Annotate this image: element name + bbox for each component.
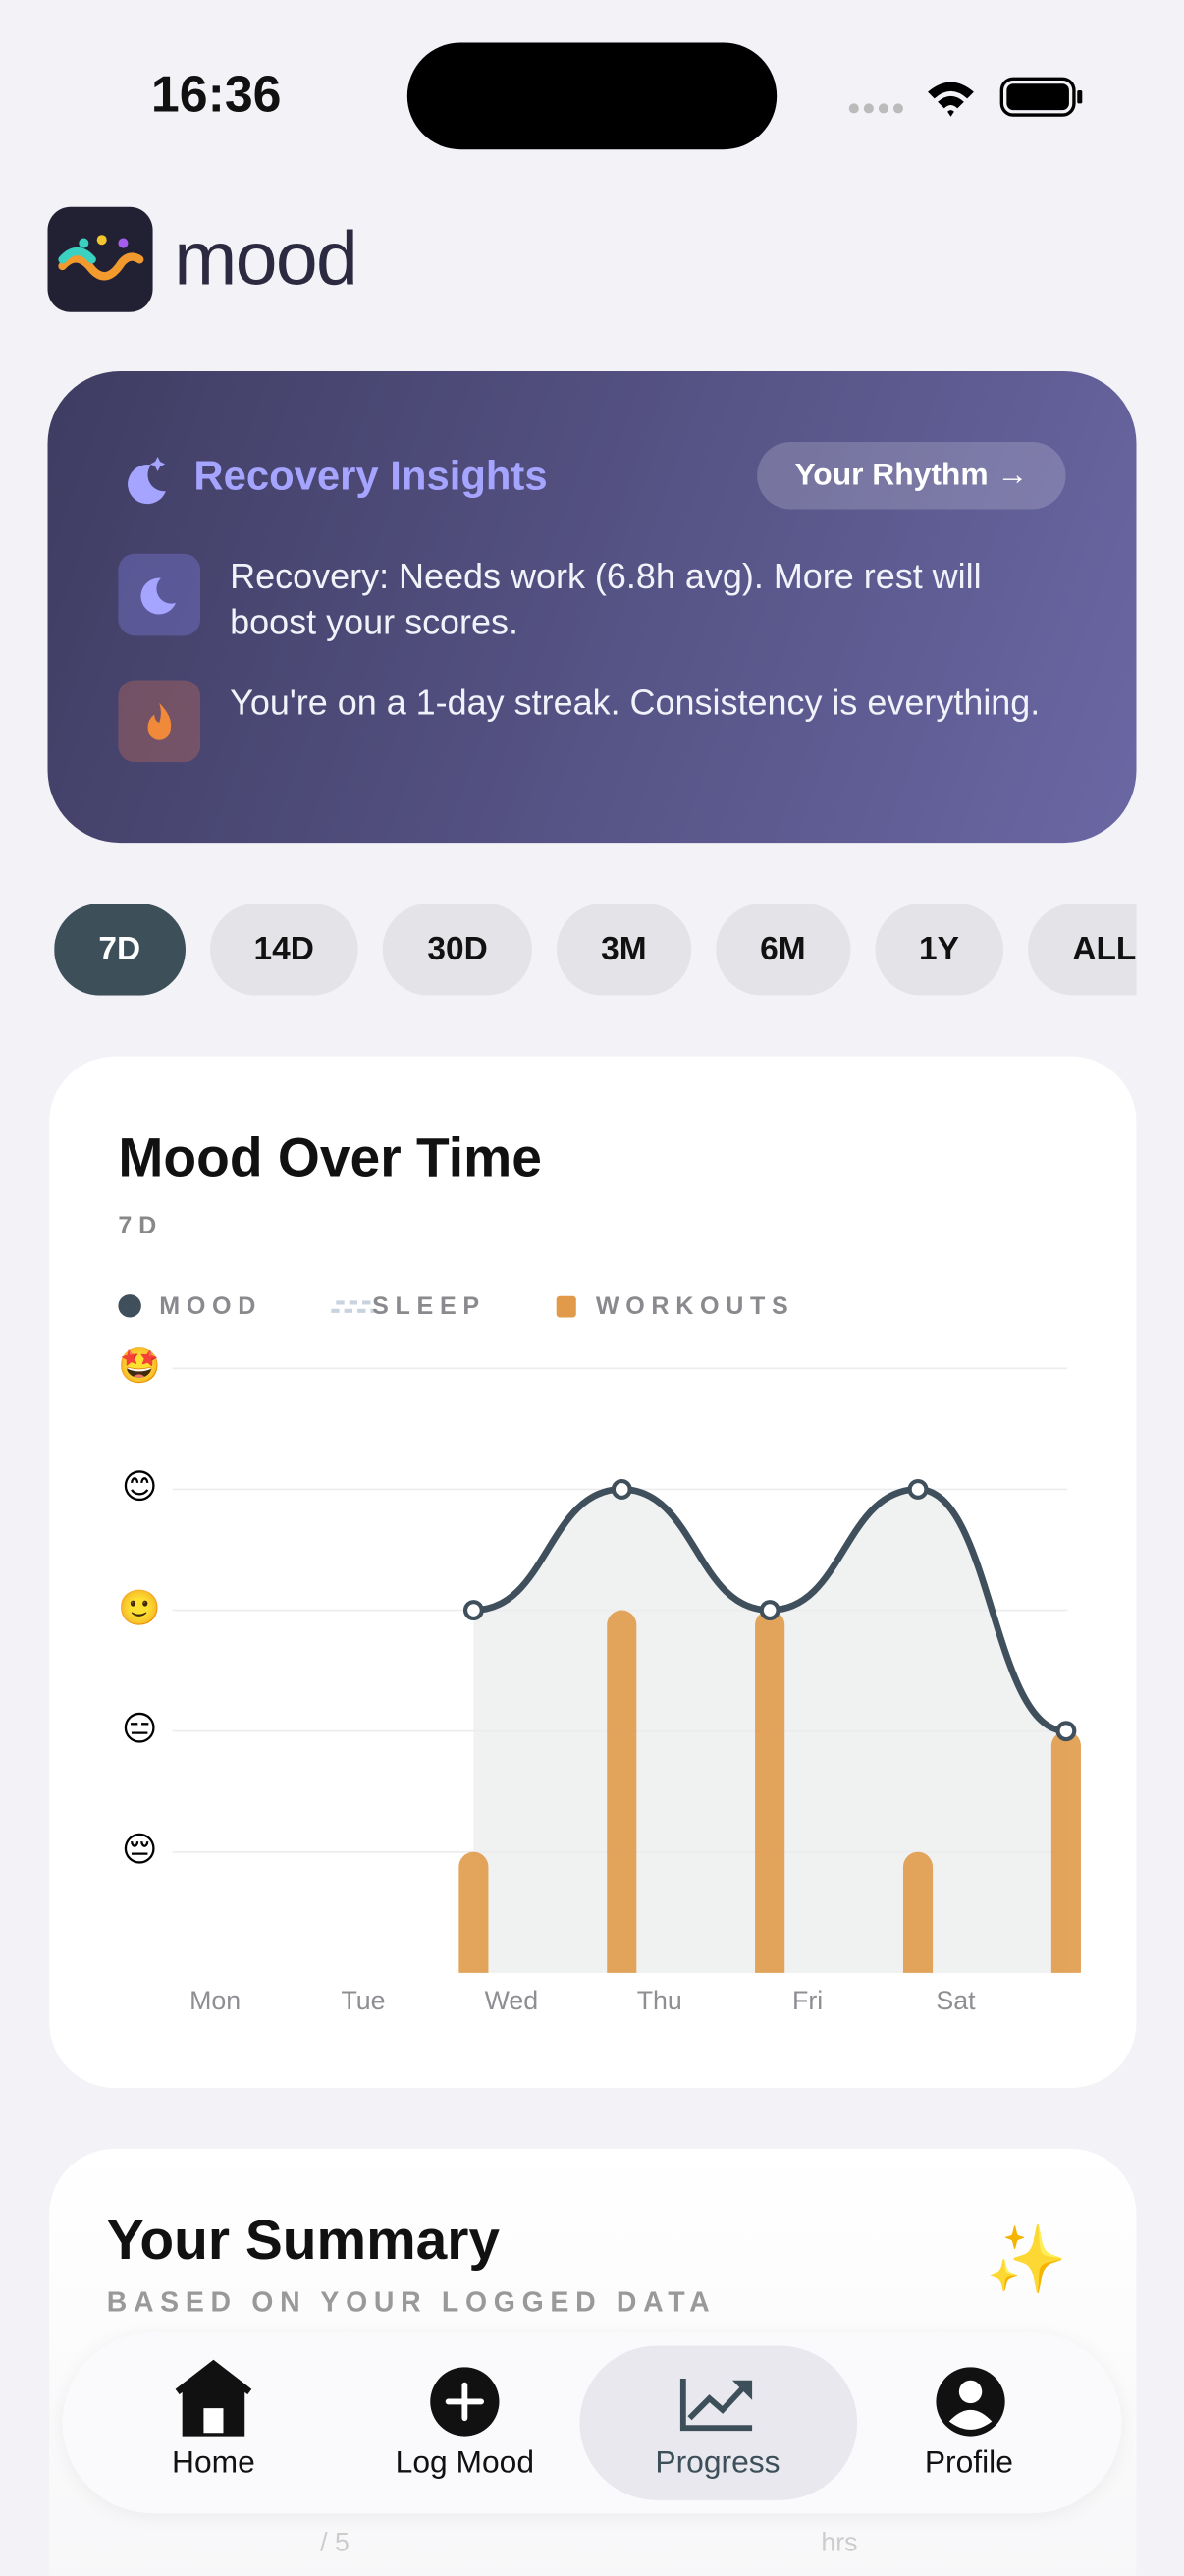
legend-label: MOOD bbox=[159, 1292, 262, 1320]
tab-label[interactable]: Log Mood bbox=[395, 2445, 535, 2481]
y-tick-label: 🤩 bbox=[118, 1347, 161, 1386]
legend-swatch bbox=[118, 1294, 141, 1318]
bar bbox=[755, 1610, 785, 1973]
mood-point bbox=[462, 1600, 484, 1621]
mood-point bbox=[907, 1478, 929, 1500]
status-time: 16:36 bbox=[150, 65, 282, 124]
mood-point bbox=[611, 1478, 632, 1500]
mood-point bbox=[759, 1600, 780, 1621]
period-pill[interactable]: 3M bbox=[557, 903, 691, 996]
bar bbox=[458, 1851, 489, 1973]
period-selector: 7D 14D 30D 3M 6M 1Y ALL bbox=[54, 903, 1137, 996]
partial-text: hrs bbox=[821, 2529, 858, 2558]
tab-icons bbox=[175, 2359, 1005, 2437]
x-tick-label: Thu bbox=[637, 1986, 682, 2015]
chart-subtitle: 7D bbox=[118, 1212, 163, 1240]
y-tick-label: 😊 bbox=[122, 1468, 158, 1507]
y-tick-label: 😔 bbox=[122, 1831, 158, 1869]
summary-title: Your Summary bbox=[106, 2209, 501, 2273]
x-tick-label: Tue bbox=[341, 1986, 385, 2015]
summary-subtitle: BASED ON YOUR LOGGED DATA bbox=[106, 2286, 717, 2319]
chart-title: Mood Over Time bbox=[118, 1126, 542, 1188]
legend-label: SLEEP bbox=[372, 1292, 486, 1320]
active-tab-bg bbox=[579, 2345, 858, 2500]
tab-label[interactable]: Progress bbox=[655, 2445, 780, 2481]
mood-point bbox=[1055, 1721, 1077, 1742]
legend-swatch bbox=[556, 1295, 576, 1318]
insight-text: You're on a 1-day streak. Consistency is… bbox=[230, 683, 1041, 723]
period-pill[interactable]: 14D bbox=[209, 903, 359, 996]
y-tick-label: 😑 bbox=[122, 1710, 158, 1748]
chart: 😔 😑 🙂 😊 🤩 Mon Tue Wed Thu Fri Sat MOOD SLEEP WORKOUTS bbox=[118, 1292, 1081, 2015]
dynamic-island bbox=[406, 42, 778, 150]
period-pill[interactable]: 30D bbox=[383, 903, 532, 996]
recovery-icon bbox=[118, 553, 201, 636]
app-logo bbox=[47, 206, 153, 312]
status-icons bbox=[848, 77, 1083, 117]
partial-text: / 5 bbox=[320, 2529, 350, 2558]
sparkle-icon: ✨ bbox=[985, 2223, 1067, 2297]
rhythm-button[interactable]: Your Rhythm → bbox=[757, 441, 1066, 510]
legend-swatch bbox=[331, 1300, 376, 1313]
insights-title: Recovery Insights bbox=[193, 453, 548, 500]
period-pill[interactable]: 6M bbox=[715, 903, 850, 996]
period-pill[interactable]: 7D bbox=[54, 903, 186, 996]
bar bbox=[902, 1851, 934, 1973]
x-tick-label: Mon bbox=[189, 1986, 241, 2015]
tab-label[interactable]: Profile bbox=[924, 2445, 1013, 2481]
app-name: mood bbox=[174, 215, 357, 301]
insights-card bbox=[47, 371, 1137, 844]
moon-icon bbox=[128, 457, 166, 505]
legend-label: WORKOUTS bbox=[596, 1292, 795, 1320]
x-tick-label: Sat bbox=[936, 1986, 976, 2015]
x-tick-label: Fri bbox=[792, 1986, 823, 2015]
bar bbox=[1050, 1730, 1081, 1973]
tab-label[interactable]: Home bbox=[172, 2445, 255, 2481]
streak-icon bbox=[118, 680, 201, 763]
x-tick-label: Wed bbox=[485, 1986, 539, 2015]
insight-text: Recovery: Needs work (6.8h avg). More re… bbox=[230, 557, 982, 643]
y-tick-label: 🙂 bbox=[118, 1589, 161, 1627]
period-pill[interactable]: ALL bbox=[1028, 903, 1137, 996]
bar bbox=[607, 1610, 637, 1973]
period-pill[interactable]: 1Y bbox=[874, 903, 1004, 996]
